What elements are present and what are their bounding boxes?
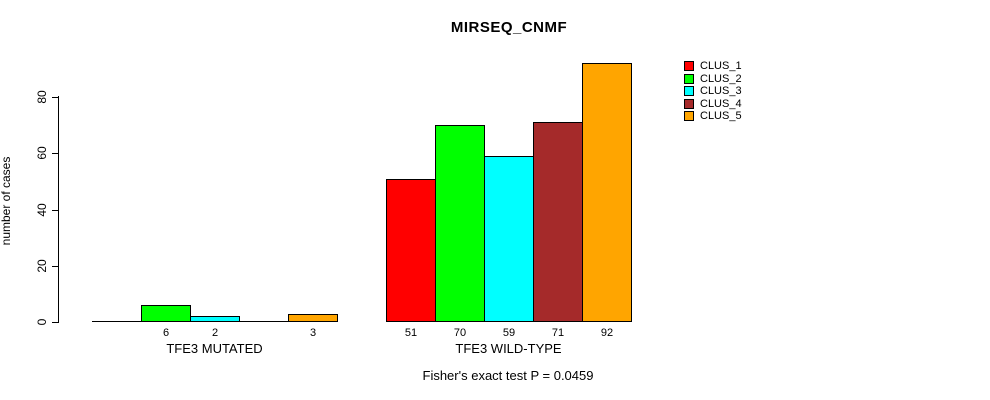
chart-title: MIRSEQ_CNMF [450,19,568,36]
bar-clus_2 [141,305,191,322]
bar-value-label: 51 [404,327,418,339]
y-tick-mark [52,97,58,98]
bar-clus_3 [484,156,534,322]
y-tick-label: 40 [35,203,49,217]
legend-swatch-icon [684,61,694,72]
legend-label: CLUS_1 [700,60,742,73]
bar-value-label: 2 [211,327,219,339]
bar-clus_3 [190,316,240,322]
legend-label: CLUS_4 [700,97,742,110]
zero-bar-clus_1 [92,321,142,322]
zero-bar-clus_4 [239,321,289,322]
y-tick-mark [52,322,58,323]
group-label: TFE3 MUTATED [166,341,263,356]
bar-value-label: 71 [551,327,565,339]
legend: CLUS_1 CLUS_2 CLUS_3 CLUS_4 CLUS_5 [684,60,742,123]
bar-value-label: 3 [309,327,317,339]
y-tick-label: 80 [35,90,49,104]
bar-value-label: 92 [600,327,614,339]
bar-clus_2 [435,125,485,322]
legend-swatch-icon [684,86,694,97]
legend-row: CLUS_5 [684,110,742,123]
bar-value-label: 59 [502,327,516,339]
bar-clus_5 [288,314,338,322]
y-tick-mark [52,153,58,154]
legend-row: CLUS_3 [684,85,742,98]
legend-swatch-icon [684,98,694,109]
stat-annotation: Fisher's exact test P = 0.0459 [422,368,594,383]
y-tick-mark [52,210,58,211]
legend-label: CLUS_5 [700,110,742,123]
legend-swatch-icon [684,73,694,84]
y-axis-label: number of cases [0,156,13,246]
bar-clus_1 [386,179,436,322]
group-label: TFE3 WILD-TYPE [455,341,562,356]
y-tick-label: 60 [35,146,49,160]
legend-row: CLUS_2 [684,73,742,86]
legend-row: CLUS_4 [684,98,742,111]
y-axis-line [58,96,59,323]
legend-label: CLUS_2 [700,72,742,85]
y-tick-label: 0 [35,318,49,326]
bar-value-label: 6 [162,327,170,339]
y-tick-mark [52,266,58,267]
legend-swatch-icon [684,111,694,122]
y-tick-label: 20 [35,259,49,273]
bar-clus_4 [533,122,583,322]
legend-row: CLUS_1 [684,60,742,73]
bar-clus_5 [582,63,632,322]
legend-label: CLUS_3 [700,85,742,98]
bar-value-label: 70 [453,327,467,339]
